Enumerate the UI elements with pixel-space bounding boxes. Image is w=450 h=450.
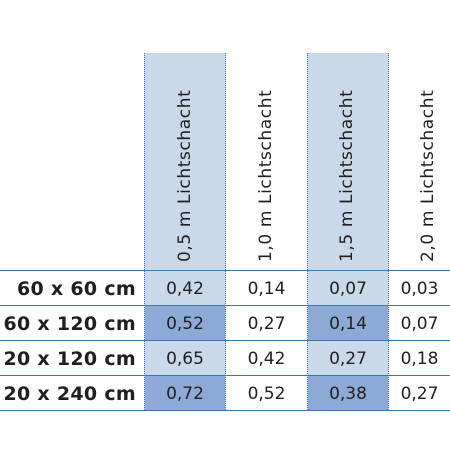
table-cell: 0,07 bbox=[329, 278, 367, 299]
row-divider bbox=[0, 270, 450, 271]
row-divider bbox=[0, 340, 450, 341]
row-label: 60 x 120 cm bbox=[3, 312, 136, 335]
column-header-1-0: 1,0 m Lichtschacht bbox=[256, 89, 276, 262]
table-cell: 0,27 bbox=[400, 383, 439, 404]
column-shade-0-5 bbox=[144, 53, 226, 410]
row-label: 60 x 60 cm bbox=[16, 277, 136, 300]
table-cell: 0,42 bbox=[247, 348, 286, 369]
table-cell: 0,52 bbox=[247, 383, 286, 404]
table-cell: 0,14 bbox=[247, 278, 286, 299]
column-shade-1-5 bbox=[307, 53, 389, 410]
column-divider bbox=[144, 53, 145, 410]
row-divider bbox=[0, 375, 450, 376]
table-cell: 0,65 bbox=[166, 348, 204, 369]
table-cell: 0,03 bbox=[400, 278, 439, 299]
column-divider bbox=[225, 53, 226, 410]
table-cell: 0,27 bbox=[247, 313, 286, 334]
column-header-1-5: 1,5 m Lichtschacht bbox=[333, 90, 361, 262]
table-cell-highlighted: 0,52 bbox=[145, 306, 225, 341]
column-header-0-5: 0,5 m Lichtschacht bbox=[171, 90, 199, 262]
column-divider bbox=[307, 53, 308, 410]
table-cell: 0,18 bbox=[400, 348, 439, 369]
table-cell-highlighted: 0,38 bbox=[308, 376, 388, 411]
table-cell-highlighted: 0,72 bbox=[145, 376, 225, 411]
column-header-2-0: 2,0 m Lichtschacht bbox=[418, 89, 438, 262]
table-cell-highlighted: 0,14 bbox=[308, 306, 388, 341]
table-cell: 0,07 bbox=[400, 313, 439, 334]
table-cell: 0,27 bbox=[329, 348, 367, 369]
column-divider bbox=[388, 53, 389, 410]
row-label: 20 x 120 cm bbox=[3, 347, 136, 370]
row-divider bbox=[0, 305, 450, 306]
row-divider bbox=[0, 410, 450, 411]
table-cell: 0,42 bbox=[166, 278, 204, 299]
row-label: 20 x 240 cm bbox=[3, 382, 136, 405]
